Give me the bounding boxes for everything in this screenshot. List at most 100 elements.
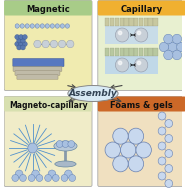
Circle shape <box>19 42 23 46</box>
Circle shape <box>50 40 58 48</box>
Circle shape <box>20 174 26 181</box>
Bar <box>115 18 119 26</box>
Bar <box>105 48 109 56</box>
Bar <box>153 48 158 56</box>
Bar <box>101 8 183 14</box>
Bar <box>7 104 89 110</box>
Circle shape <box>120 142 136 158</box>
Circle shape <box>17 45 21 50</box>
FancyBboxPatch shape <box>13 67 62 71</box>
FancyBboxPatch shape <box>17 75 58 79</box>
Circle shape <box>45 24 49 28</box>
Text: Magneto-capillary: Magneto-capillary <box>9 101 87 109</box>
Circle shape <box>15 24 19 28</box>
FancyBboxPatch shape <box>4 97 92 112</box>
Bar <box>7 8 89 14</box>
Bar <box>115 48 119 56</box>
FancyBboxPatch shape <box>98 1 185 91</box>
Bar <box>139 48 143 56</box>
Circle shape <box>159 42 169 52</box>
Circle shape <box>15 42 20 46</box>
Circle shape <box>164 50 173 60</box>
Circle shape <box>137 61 141 65</box>
Bar <box>129 48 134 56</box>
Circle shape <box>115 28 129 42</box>
Circle shape <box>60 24 65 28</box>
Circle shape <box>165 135 173 143</box>
Bar <box>139 18 143 26</box>
Circle shape <box>61 174 68 181</box>
Circle shape <box>50 24 54 28</box>
Circle shape <box>65 170 72 178</box>
Circle shape <box>128 128 144 144</box>
Circle shape <box>115 58 129 72</box>
Circle shape <box>158 127 166 135</box>
Text: Capillary: Capillary <box>121 5 163 13</box>
Circle shape <box>23 35 27 40</box>
Bar <box>101 104 183 110</box>
Circle shape <box>55 24 59 28</box>
Circle shape <box>165 149 173 157</box>
Bar <box>144 18 148 26</box>
Ellipse shape <box>55 161 76 167</box>
Circle shape <box>164 34 173 44</box>
Bar <box>153 18 158 26</box>
FancyBboxPatch shape <box>4 97 92 187</box>
Circle shape <box>62 140 69 147</box>
Circle shape <box>32 170 39 178</box>
Bar <box>120 18 124 26</box>
Bar <box>149 18 153 26</box>
Circle shape <box>158 112 166 120</box>
Circle shape <box>28 143 37 153</box>
Ellipse shape <box>68 85 118 101</box>
Circle shape <box>21 38 25 43</box>
Circle shape <box>105 142 120 158</box>
Bar <box>149 48 153 56</box>
Circle shape <box>134 28 148 42</box>
Bar <box>110 18 114 26</box>
Bar <box>110 48 114 56</box>
Circle shape <box>69 174 76 181</box>
Circle shape <box>58 40 66 48</box>
Circle shape <box>34 40 41 48</box>
Circle shape <box>48 170 56 178</box>
Bar <box>124 18 129 26</box>
Circle shape <box>36 174 43 181</box>
Circle shape <box>118 61 122 65</box>
Circle shape <box>137 31 141 35</box>
Circle shape <box>128 156 144 172</box>
Circle shape <box>136 142 151 158</box>
FancyBboxPatch shape <box>98 1 185 15</box>
Circle shape <box>30 24 34 28</box>
Bar <box>120 48 124 56</box>
Circle shape <box>17 38 21 43</box>
Circle shape <box>168 42 177 52</box>
Circle shape <box>20 24 24 28</box>
Circle shape <box>113 128 128 144</box>
Circle shape <box>23 42 27 46</box>
Circle shape <box>68 140 75 147</box>
Bar <box>105 56 158 74</box>
Circle shape <box>28 174 35 181</box>
Circle shape <box>158 172 166 180</box>
Circle shape <box>12 174 19 181</box>
Circle shape <box>158 157 166 165</box>
Circle shape <box>113 156 128 172</box>
Circle shape <box>165 164 173 173</box>
Bar <box>124 48 129 56</box>
Circle shape <box>65 24 70 28</box>
Text: Foams & gels: Foams & gels <box>110 101 173 109</box>
Circle shape <box>15 35 20 40</box>
Circle shape <box>52 174 59 181</box>
Circle shape <box>165 119 173 128</box>
Circle shape <box>118 31 122 35</box>
FancyBboxPatch shape <box>98 97 185 112</box>
Circle shape <box>56 140 63 147</box>
Circle shape <box>35 24 39 28</box>
Circle shape <box>21 45 25 50</box>
FancyBboxPatch shape <box>13 59 64 67</box>
Circle shape <box>15 170 23 178</box>
Bar <box>105 26 158 44</box>
FancyBboxPatch shape <box>15 71 60 75</box>
Circle shape <box>45 174 51 181</box>
